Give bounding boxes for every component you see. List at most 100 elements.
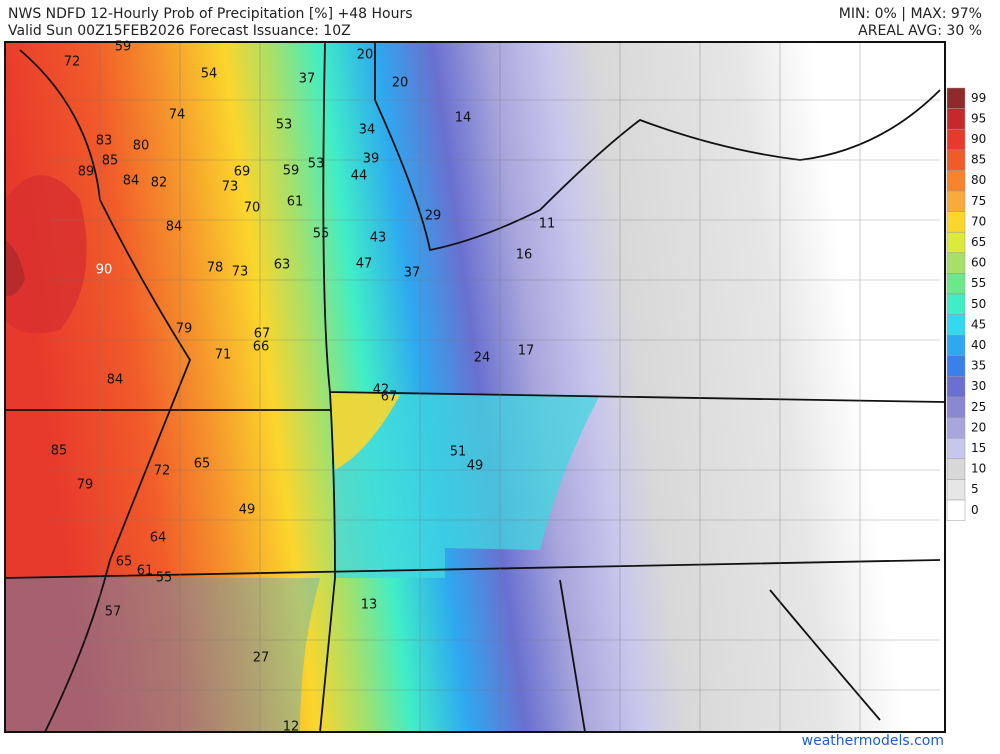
areal-avg: AREAL AVG: 30 % bbox=[858, 23, 982, 39]
map-value: 12 bbox=[283, 720, 300, 735]
county-borders bbox=[50, 42, 940, 732]
max-core bbox=[5, 175, 87, 334]
map-value: 89 bbox=[78, 165, 95, 180]
map-value: 49 bbox=[239, 503, 256, 518]
legend-swatch bbox=[946, 458, 966, 480]
legend-label: 55 bbox=[971, 276, 986, 290]
legend-swatch bbox=[946, 273, 966, 295]
map-value: 80 bbox=[133, 139, 150, 154]
map-value: 73 bbox=[232, 265, 249, 280]
legend-swatch bbox=[946, 334, 966, 357]
map-value: 84 bbox=[123, 174, 140, 189]
legend-swatch bbox=[946, 108, 966, 130]
map-value: 67 bbox=[254, 327, 271, 342]
map-value: 64 bbox=[150, 531, 167, 546]
map-value: 11 bbox=[539, 217, 556, 232]
map-value: 24 bbox=[474, 351, 491, 366]
map-value: 79 bbox=[77, 478, 94, 493]
legend-swatch bbox=[946, 376, 966, 398]
state-borders bbox=[4, 41, 946, 733]
map-value: 39 bbox=[363, 152, 380, 167]
credit: weathermodels.com bbox=[802, 733, 944, 749]
pop-band bbox=[330, 392, 600, 578]
legend-label: 65 bbox=[971, 235, 986, 249]
map-value: 65 bbox=[194, 457, 211, 472]
legend-label: 90 bbox=[971, 132, 986, 146]
map-value: 70 bbox=[244, 201, 261, 216]
map-value: 84 bbox=[166, 220, 183, 235]
legend-label: 5 bbox=[971, 482, 979, 496]
legend-label: 40 bbox=[971, 338, 986, 352]
map-value: 37 bbox=[299, 72, 316, 87]
legend-label: 0 bbox=[971, 503, 979, 517]
legend-label: 30 bbox=[971, 379, 986, 393]
map-value: 55 bbox=[156, 571, 173, 586]
map-value: 67 bbox=[381, 390, 398, 405]
legend-swatch bbox=[946, 355, 966, 377]
map-value: 13 bbox=[361, 598, 378, 613]
map-value: 84 bbox=[107, 373, 124, 388]
map-value: 59 bbox=[115, 40, 132, 55]
map-value: 65 bbox=[116, 555, 133, 570]
legend-swatch bbox=[946, 190, 966, 212]
legend-label: 10 bbox=[971, 462, 986, 476]
map-value: 55 bbox=[313, 227, 330, 242]
legend-label: 60 bbox=[971, 256, 986, 270]
map-value: 85 bbox=[102, 154, 119, 169]
map-value: 71 bbox=[215, 348, 232, 363]
map-value: 54 bbox=[201, 67, 218, 82]
legend-swatch bbox=[946, 231, 966, 254]
map-value: 90 bbox=[96, 263, 113, 278]
subtitle: Valid Sun 00Z15FEB2026 Forecast Issuance… bbox=[8, 23, 351, 39]
map-value: 69 bbox=[234, 165, 251, 180]
map-value: 49 bbox=[467, 459, 484, 474]
map-frame bbox=[4, 41, 946, 733]
map-value: 29 bbox=[425, 209, 442, 224]
legend-label: 45 bbox=[971, 317, 986, 331]
map-value: 79 bbox=[176, 322, 193, 337]
min-max: MIN: 0% | MAX: 97% bbox=[839, 6, 982, 22]
map-value: 72 bbox=[154, 464, 171, 479]
legend-swatch bbox=[946, 314, 966, 336]
legend-label: 70 bbox=[971, 214, 986, 228]
map-value: 74 bbox=[169, 108, 186, 123]
map-value: 72 bbox=[64, 55, 81, 70]
map-value: 37 bbox=[404, 266, 421, 281]
map-value: 43 bbox=[370, 231, 387, 246]
pop-band bbox=[5, 578, 320, 732]
pop-band bbox=[330, 392, 400, 470]
legend-label: 20 bbox=[971, 420, 986, 434]
legend-swatch bbox=[946, 252, 966, 274]
legend-label: 15 bbox=[971, 441, 986, 455]
map-value: 85 bbox=[51, 444, 68, 459]
legend-label: 75 bbox=[971, 194, 986, 208]
legend-swatch bbox=[946, 170, 966, 192]
legend-label: 85 bbox=[971, 153, 986, 167]
map-value: 20 bbox=[392, 76, 409, 91]
legend-label: 35 bbox=[971, 359, 986, 373]
legend-swatch bbox=[946, 479, 966, 501]
map-value: 61 bbox=[287, 195, 304, 210]
legend-label: 95 bbox=[971, 111, 986, 125]
legend-swatch bbox=[946, 499, 966, 521]
map-value: 53 bbox=[276, 118, 293, 133]
map-value: 20 bbox=[357, 48, 374, 63]
map-value: 16 bbox=[516, 248, 533, 263]
title: NWS NDFD 12-Hourly Prob of Precipitation… bbox=[8, 6, 413, 22]
map-value: 66 bbox=[253, 340, 270, 355]
legend-swatch bbox=[946, 293, 966, 315]
legend-swatch bbox=[946, 128, 966, 151]
map-value: 27 bbox=[253, 651, 270, 666]
map-value: 78 bbox=[207, 261, 224, 276]
map-value: 82 bbox=[151, 176, 168, 191]
max-core bbox=[5, 240, 25, 296]
map-value: 83 bbox=[96, 134, 113, 149]
legend-swatch bbox=[946, 396, 966, 418]
legend-swatch bbox=[946, 417, 966, 439]
legend-swatch bbox=[946, 87, 966, 109]
map-value: 73 bbox=[222, 180, 239, 195]
map-value: 44 bbox=[351, 169, 368, 184]
map-value: 61 bbox=[137, 564, 154, 579]
